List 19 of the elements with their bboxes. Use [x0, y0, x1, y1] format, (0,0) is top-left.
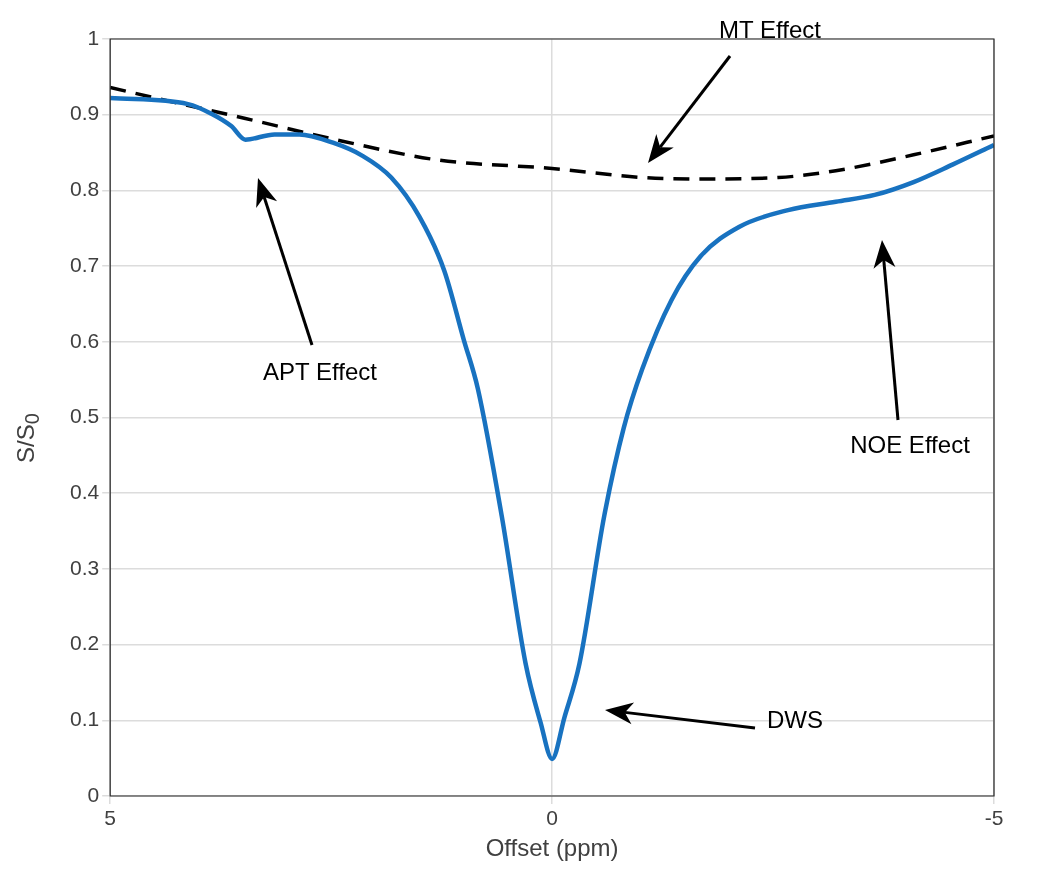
y-tick-label: 0.1 [69, 707, 100, 731]
y-tick-label: 0.2 [69, 631, 100, 655]
y-tick-label: 1 [87, 25, 100, 49]
annotation: DWS [767, 706, 823, 734]
y-tick-label: 0.5 [69, 404, 100, 428]
y-tick-label: 0.3 [69, 555, 100, 579]
x-tick-label: 0 [546, 806, 558, 830]
annotation: MT Effect [719, 16, 821, 44]
y-tick-label: 0.7 [69, 252, 100, 276]
y-tick-label: 0.9 [69, 101, 100, 125]
y-tick-label: 0.6 [69, 328, 100, 352]
x-tick-label: -5 [984, 806, 1004, 830]
x-tick-label: 5 [104, 806, 117, 830]
y-tick-label: 0.4 [69, 480, 100, 503]
annotation: APT Effect [263, 358, 377, 386]
y-tick-label: 0.8 [69, 177, 100, 201]
x-axis-title: Offset (ppm) [485, 834, 619, 862]
y-tick-label: 0 [87, 782, 100, 806]
annotation: NOE Effect [850, 431, 970, 459]
